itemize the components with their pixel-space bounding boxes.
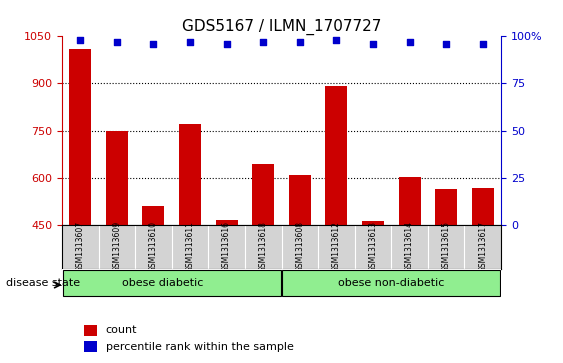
Text: GSM1313609: GSM1313609 [113, 221, 121, 272]
Bar [179, 125, 201, 363]
Point [296, 39, 305, 45]
Point [185, 39, 195, 45]
Text: GSM1313608: GSM1313608 [296, 221, 304, 272]
Bar [84, 325, 97, 336]
Point [405, 39, 414, 45]
Text: GSM1313607: GSM1313607 [76, 221, 84, 272]
Bar [142, 206, 164, 363]
Bar [106, 131, 128, 363]
Point [75, 37, 84, 43]
Bar [216, 220, 238, 363]
Bar [472, 188, 494, 363]
Point [332, 37, 341, 43]
FancyBboxPatch shape [282, 270, 501, 296]
Text: percentile rank within the sample: percentile rank within the sample [106, 342, 294, 352]
Text: GSM1313610: GSM1313610 [149, 221, 158, 272]
Point [258, 39, 268, 45]
Text: count: count [106, 325, 137, 335]
Text: GSM1313615: GSM1313615 [442, 221, 450, 272]
Point [222, 41, 231, 47]
Text: GSM1313611: GSM1313611 [186, 221, 194, 272]
Bar [435, 189, 457, 363]
Text: GSM1313616: GSM1313616 [222, 221, 231, 272]
Point [149, 41, 158, 47]
FancyBboxPatch shape [62, 270, 281, 296]
Text: obese non-diabetic: obese non-diabetic [338, 278, 444, 288]
Bar [325, 86, 347, 363]
Point [368, 41, 377, 47]
Text: obese diabetic: obese diabetic [122, 278, 203, 288]
Bar [69, 49, 91, 363]
Text: GSM1313618: GSM1313618 [259, 221, 267, 272]
Bar [84, 341, 97, 352]
Text: GSM1313612: GSM1313612 [332, 221, 341, 272]
Title: GDS5167 / ILMN_1707727: GDS5167 / ILMN_1707727 [182, 19, 381, 35]
Bar [289, 175, 311, 363]
Text: GSM1313617: GSM1313617 [479, 221, 487, 272]
Text: disease state: disease state [6, 278, 80, 288]
Point [442, 41, 451, 47]
Point [112, 39, 122, 45]
Bar [252, 164, 274, 363]
Text: GSM1313614: GSM1313614 [405, 221, 414, 272]
Bar [399, 177, 421, 363]
Text: GSM1313613: GSM1313613 [369, 221, 377, 272]
Point [478, 41, 487, 47]
Bar [362, 221, 384, 363]
